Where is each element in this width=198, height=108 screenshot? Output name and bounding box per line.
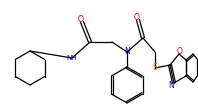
Text: N: N	[124, 48, 130, 56]
Text: S: S	[153, 64, 157, 72]
Text: O: O	[78, 14, 84, 24]
Text: N: N	[168, 80, 174, 90]
Text: O: O	[177, 48, 183, 56]
Text: O: O	[134, 13, 140, 21]
Text: NH: NH	[67, 55, 77, 61]
